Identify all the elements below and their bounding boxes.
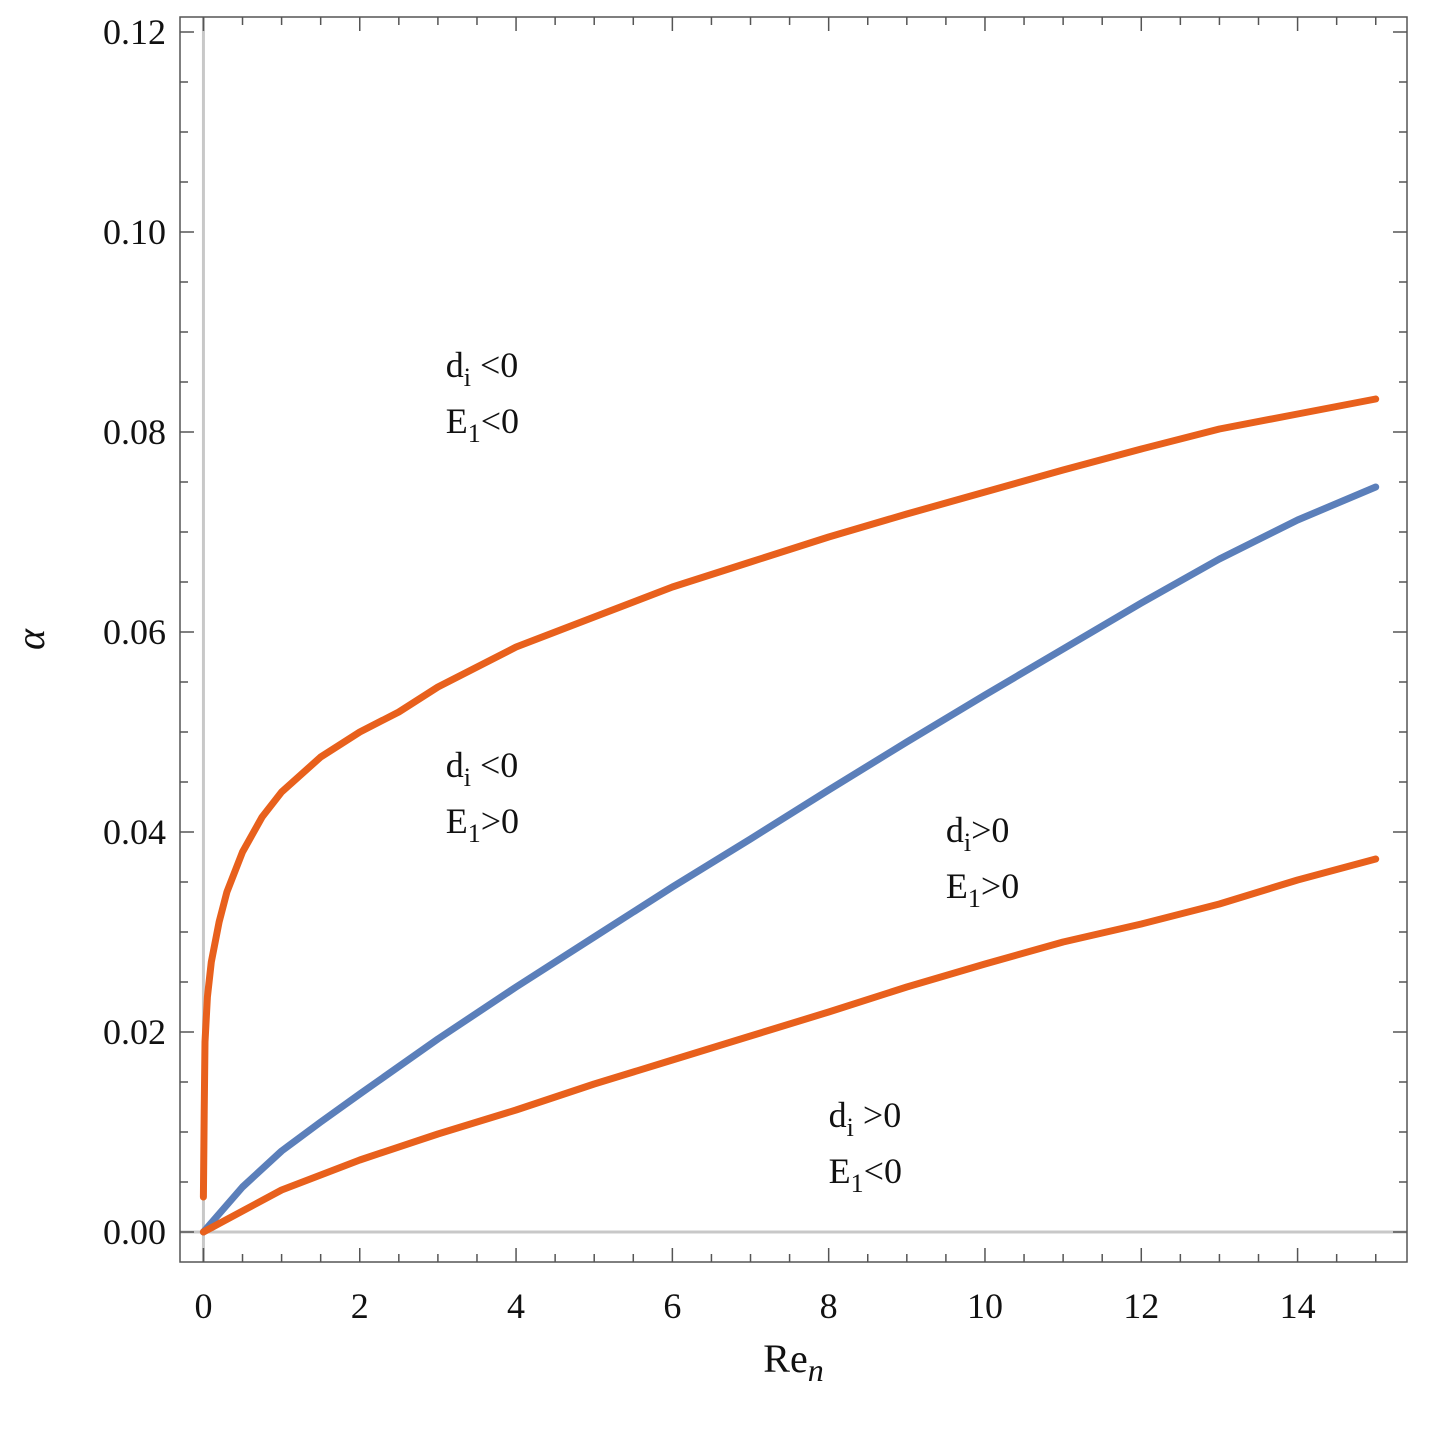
- x-tick-label: 12: [1123, 1286, 1159, 1326]
- series-line-2: [199, 483, 1380, 1236]
- region-label-2-line-2: E1>0: [446, 801, 519, 848]
- series-line-3: [199, 855, 1380, 1236]
- x-tick-label: 2: [351, 1286, 369, 1326]
- tick-labels: 0 2 4 6 8 10 12 14 0.00 0.02 0.04 0.06 0.08 0.10 0.12: [103, 12, 1316, 1326]
- region-label-4-line-1: di >0: [829, 1095, 902, 1142]
- x-axis-label-main: Re: [763, 1336, 807, 1381]
- x-axis-label: Ren: [763, 1336, 823, 1388]
- region-label-3-line-2: E1>0: [946, 866, 1019, 913]
- y-tick-label: 0.12: [103, 12, 166, 52]
- x-axis-label-subscript: n: [808, 1352, 824, 1388]
- region-label-1-line-2: E1<0: [446, 401, 519, 448]
- y-tick-label: 0.02: [103, 1012, 166, 1052]
- x-tick-label: 14: [1280, 1286, 1316, 1326]
- series-group: [199, 395, 1380, 1236]
- x-tick-label: 10: [967, 1286, 1003, 1326]
- x-tick-label: 6: [663, 1286, 681, 1326]
- x-tick-label: 4: [507, 1286, 525, 1326]
- y-tick-label: 0.04: [103, 812, 166, 852]
- region-label-4-line-2: E1<0: [829, 1151, 902, 1198]
- x-tick-label: 8: [820, 1286, 838, 1326]
- region-label-3-line-1: di>0: [946, 810, 1010, 857]
- series-line-1: [199, 395, 1380, 1201]
- region-annotations: di <0 E1<0 di <0 E1>0 di>0 E1>0 di >0 E1<0: [446, 345, 1019, 1198]
- region-label-1-line-1: di <0: [446, 345, 519, 392]
- y-axis-label: α: [8, 628, 53, 650]
- y-tick-label: 0.00: [103, 1212, 166, 1252]
- x-tick-label: 0: [194, 1286, 212, 1326]
- y-tick-label: 0.10: [103, 212, 166, 252]
- zero-axis-lines: [180, 17, 1407, 1262]
- plot-frame: [179, 16, 1408, 1263]
- y-tick-label: 0.06: [103, 612, 166, 652]
- tick-marks: [180, 17, 1407, 1262]
- region-label-2-line-1: di <0: [446, 745, 519, 792]
- y-tick-label: 0.08: [103, 412, 166, 452]
